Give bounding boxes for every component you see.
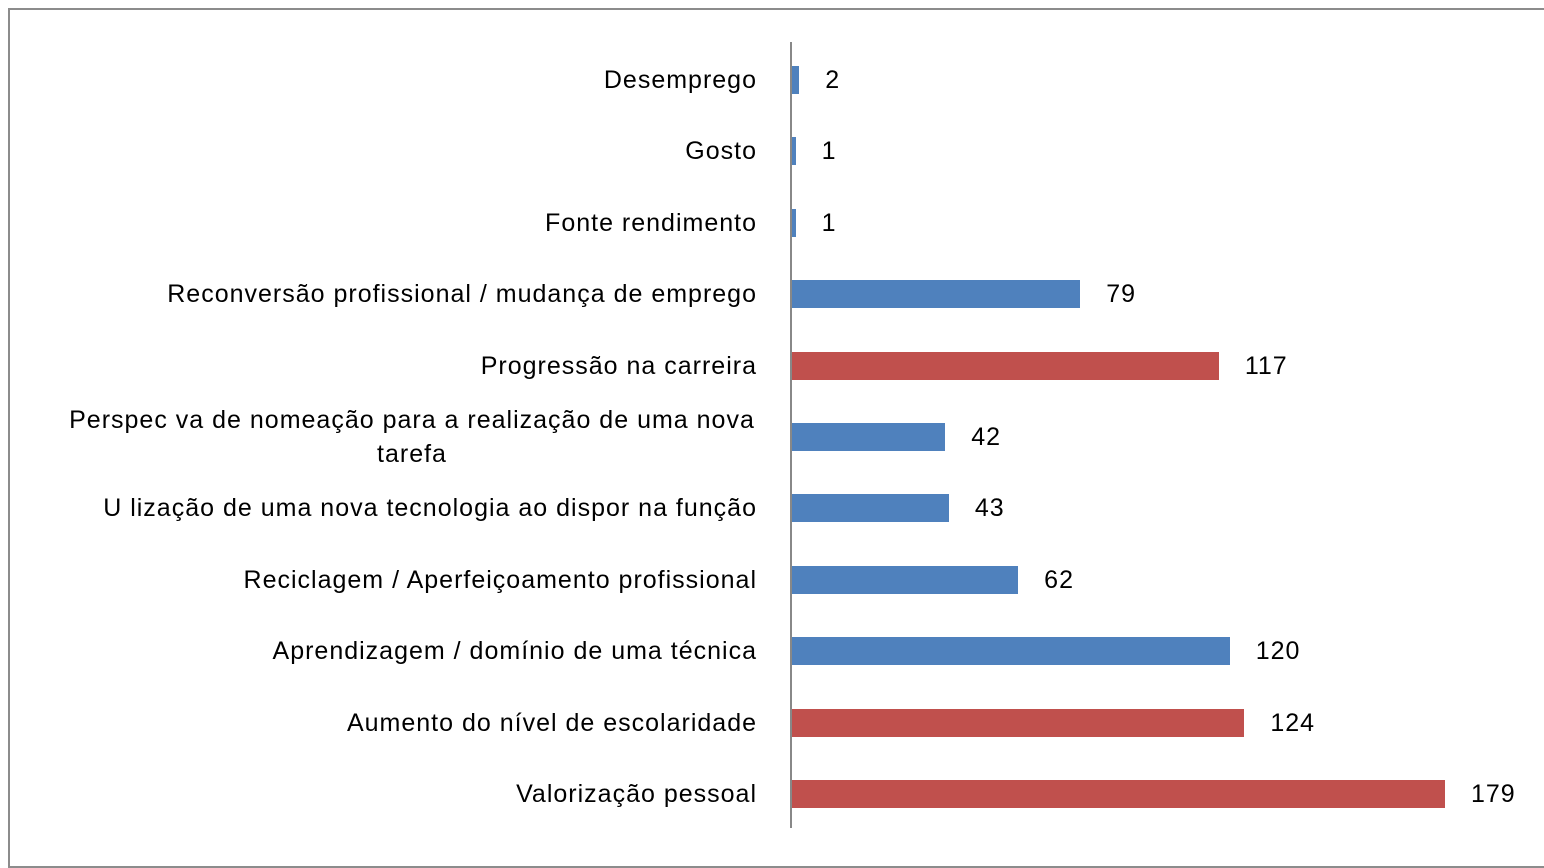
bar	[792, 708, 1245, 737]
category-label: Fonte rendimento	[545, 208, 757, 237]
category-axis	[790, 42, 792, 828]
category-label: Valorização pessoal	[516, 780, 757, 808]
category-label: Aumento do nível de escolaridade	[346, 708, 757, 737]
category-label-box: Aprendizagem / domínio de uma técnica	[273, 615, 757, 687]
bar	[792, 66, 800, 94]
category-label-box: Reconversão profissional / mudança de em…	[167, 258, 757, 330]
value-label: 1	[821, 137, 837, 166]
bar	[792, 637, 1230, 666]
category-label: Aprendizagem / domínio de uma técnica	[272, 637, 757, 666]
category-label-box: Valorização pessoal	[516, 758, 757, 830]
category-label: Desemprego	[603, 66, 757, 94]
value-label: 42	[971, 423, 1002, 451]
category-label-box: Gosto	[685, 115, 757, 187]
value-label: 179	[1471, 780, 1516, 808]
bar	[792, 565, 1019, 594]
value-label: 120	[1255, 637, 1301, 666]
bar	[792, 423, 946, 451]
value-label: 1	[821, 208, 837, 237]
category-label-box: U lização de uma nova tecnologia ao disp…	[103, 472, 757, 544]
category-label: Reconversão profissional / mudança de em…	[167, 280, 757, 309]
bar	[792, 280, 1081, 309]
value-label: 124	[1270, 708, 1316, 737]
category-label-box: Reciclagem / Aperfeiçoamento profissiona…	[244, 544, 757, 616]
bar	[792, 780, 1445, 808]
value-label: 43	[974, 494, 1005, 523]
value-label: 2	[825, 66, 841, 94]
category-label: Reciclagem / Aperfeiçoamento profissiona…	[243, 565, 757, 594]
category-label: Gosto	[685, 137, 757, 166]
category-label-box: Progressão na carreira	[481, 330, 757, 402]
value-label: 62	[1044, 565, 1074, 594]
bar	[792, 494, 949, 523]
category-label-box: Desemprego	[604, 44, 757, 116]
value-label: 117	[1244, 351, 1288, 380]
bar	[792, 351, 1219, 380]
bar	[792, 208, 796, 237]
category-label: U lização de uma nova tecnologia ao disp…	[103, 494, 757, 523]
bar	[792, 137, 796, 166]
value-label: 79	[1106, 280, 1136, 309]
category-label: Progressão na carreira	[480, 351, 757, 380]
category-label-box: Perspec va de nomeação para a realização…	[67, 401, 757, 473]
category-label-box: Aumento do nível de escolaridade	[347, 687, 757, 759]
category-label-box: Fonte rendimento	[545, 187, 757, 259]
category-label: Perspec va de nomeação para a realização…	[69, 406, 755, 468]
